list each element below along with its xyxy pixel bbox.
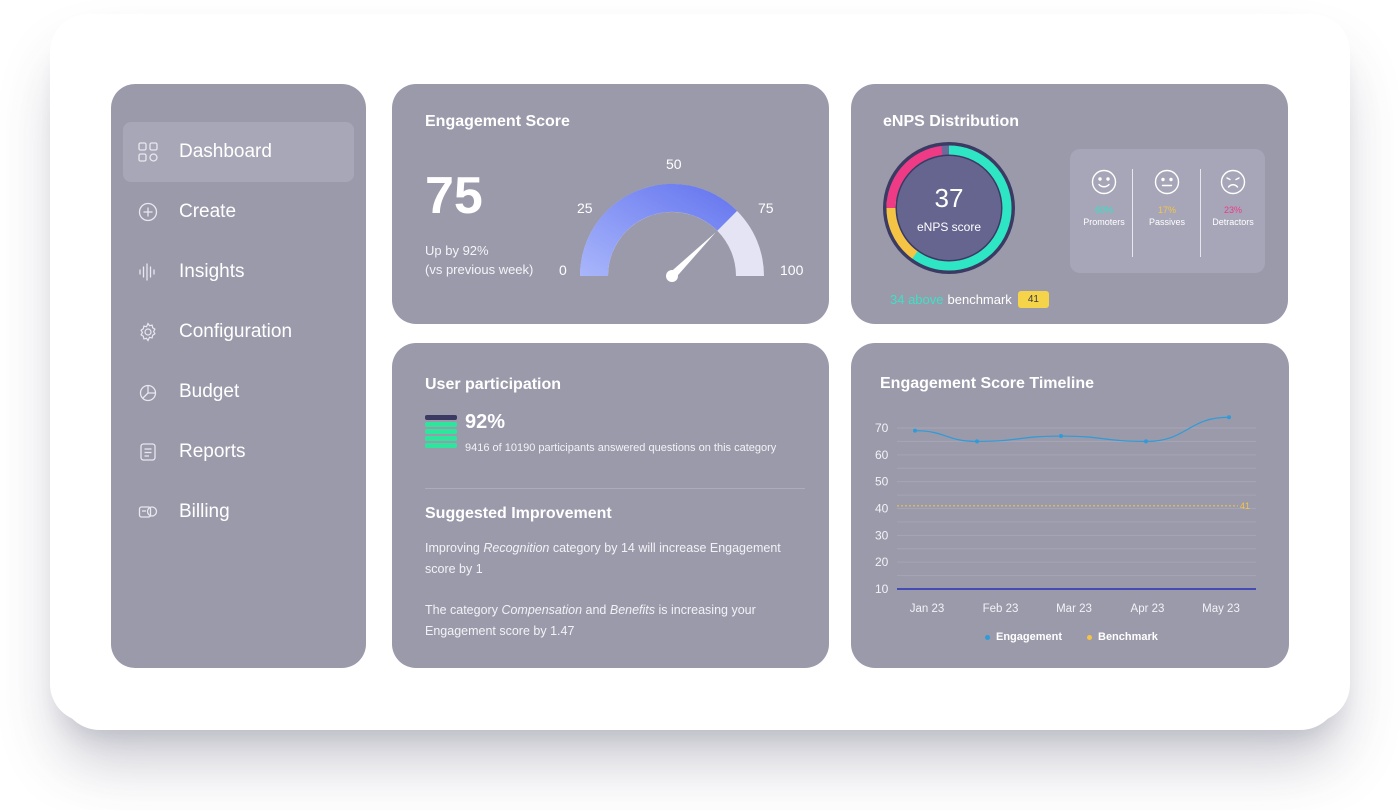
card-title: Engagement Score bbox=[425, 113, 570, 130]
benchmark-badge: 41 bbox=[1017, 291, 1049, 308]
grid-icon bbox=[137, 141, 159, 163]
engagement-change: Up by 92% (vs previous week) bbox=[425, 241, 533, 279]
promoters-label: Promoters bbox=[1083, 217, 1125, 227]
gauge-label-50: 50 bbox=[666, 156, 682, 172]
neutral-face-icon bbox=[1154, 169, 1180, 195]
engagement-point bbox=[975, 439, 979, 444]
wallet-icon bbox=[137, 501, 159, 523]
sidebar: Dashboard Create Insights Configuration bbox=[111, 84, 366, 668]
sidebar-item-label: Dashboard bbox=[179, 141, 272, 162]
sidebar-item-label: Reports bbox=[179, 441, 246, 462]
sidebar-item-label: Create bbox=[179, 201, 237, 222]
enps-passives: 17% Passives bbox=[1137, 169, 1197, 227]
sidebar-item-reports[interactable]: Reports bbox=[123, 422, 354, 482]
x-tick-label: Apr 23 bbox=[1131, 603, 1165, 615]
passives-label: Passives bbox=[1148, 217, 1185, 227]
sidebar-item-label: Configuration bbox=[179, 321, 293, 342]
gauge-label-25: 25 bbox=[577, 200, 593, 216]
engagement-point bbox=[913, 428, 917, 433]
suggestion-title: Suggested Improvement bbox=[425, 505, 612, 522]
document-icon bbox=[137, 441, 159, 463]
sidebar-item-insights[interactable]: Insights bbox=[123, 242, 354, 302]
change-text: Up by 92% bbox=[425, 243, 489, 258]
sidebar-item-label: Billing bbox=[179, 501, 230, 522]
engagement-timeline-card: Engagement Score Timeline 10 20 30 40 50 60 70… bbox=[851, 343, 1289, 668]
detractors-label: Detractors bbox=[1212, 217, 1254, 227]
donut-slice-promoters bbox=[886, 145, 1012, 271]
x-tick-label: May 23 bbox=[1202, 603, 1240, 615]
enps-breakdown: 60% Promoters 17% Passives 23% Detractor… bbox=[1070, 149, 1265, 273]
sidebar-item-budget[interactable]: Budget bbox=[123, 362, 354, 422]
y-tick-label: 70 bbox=[875, 421, 889, 435]
engagement-timeline-chart: 10 20 30 40 50 60 70 Jan 23 Feb 23 Mar 23 Apr 23 Ma… bbox=[875, 415, 1256, 615]
period-text: (vs previous week) bbox=[425, 262, 534, 277]
gear-icon bbox=[137, 321, 159, 343]
divider bbox=[425, 488, 805, 489]
user-participation-card: User participation 92% 9416 of 10190 par… bbox=[392, 343, 829, 668]
participation-percent: 92% bbox=[465, 411, 506, 433]
detractors-pct: 23% bbox=[1223, 205, 1242, 215]
engagement-line bbox=[914, 416, 1230, 443]
card-title: User participation bbox=[425, 376, 562, 393]
card-title: eNPS Distribution bbox=[883, 113, 1020, 130]
benchmark-value-label: 41 bbox=[1240, 501, 1250, 511]
x-tick-label: Mar 23 bbox=[1056, 603, 1092, 615]
y-tick-label: 30 bbox=[875, 528, 889, 542]
x-tick-label: Feb 23 bbox=[983, 603, 1019, 615]
gauge-label-75: 75 bbox=[758, 200, 774, 216]
divider bbox=[1200, 169, 1201, 257]
enps-score-label: eNPS score bbox=[916, 219, 982, 234]
participation-description: 9416 of 10190 participants answered ques… bbox=[465, 442, 777, 454]
participation-bars-icon bbox=[425, 415, 457, 450]
enps-promoters: 60% Promoters bbox=[1074, 169, 1134, 227]
sad-face-icon bbox=[1220, 169, 1246, 195]
sidebar-item-label: Budget bbox=[179, 381, 240, 402]
y-tick-label: 20 bbox=[875, 555, 889, 569]
divider bbox=[1132, 169, 1133, 257]
smile-icon bbox=[1091, 169, 1117, 195]
y-tick-label: 60 bbox=[875, 448, 889, 462]
pie-chart-icon bbox=[137, 381, 159, 403]
donut-slice-detractors bbox=[886, 145, 1012, 271]
benchmark-text: benchmark bbox=[947, 292, 1012, 307]
y-tick-label: 10 bbox=[875, 582, 889, 596]
sidebar-item-billing[interactable]: Billing bbox=[123, 482, 354, 542]
engagement-point bbox=[1227, 415, 1231, 420]
engagement-point bbox=[1144, 439, 1148, 444]
y-tick-label: 40 bbox=[875, 502, 889, 516]
card-title: Engagement Score Timeline bbox=[880, 375, 1094, 392]
engagement-score-card: Engagement Score 75 Up by 92% (vs previo… bbox=[392, 84, 829, 324]
enps-detractors: 23% Detractors bbox=[1203, 169, 1263, 227]
enps-score: 37 bbox=[934, 182, 964, 213]
engagement-point bbox=[1059, 434, 1063, 439]
sidebar-item-create[interactable]: Create bbox=[123, 182, 354, 242]
sidebar-item-label: Insights bbox=[179, 261, 245, 282]
passives-pct: 17% bbox=[1157, 205, 1176, 215]
enps-donut: 37 eNPS score bbox=[883, 142, 1015, 274]
plus-circle-icon bbox=[137, 201, 159, 223]
promoters-pct: 60% bbox=[1094, 205, 1113, 215]
benchmark-diff: 34 above bbox=[890, 292, 944, 307]
gauge-label-100: 100 bbox=[780, 262, 804, 278]
benchmark-summary: 34 above benchmark 41 bbox=[890, 291, 1049, 308]
suggestion-recognition: Improving Recognition category by 14 wil… bbox=[425, 541, 781, 576]
legend-benchmark: Benchmark bbox=[1087, 631, 1158, 643]
x-tick-label: Jan 23 bbox=[910, 603, 945, 615]
enps-distribution-card: eNPS Distribution 37 eNPS score 60% Prom… bbox=[851, 84, 1288, 324]
waveform-icon bbox=[137, 261, 159, 283]
y-tick-label: 50 bbox=[875, 475, 889, 489]
engagement-score-value: 75 bbox=[425, 167, 483, 225]
legend-engagement: Engagement bbox=[985, 631, 1062, 643]
donut-slice-passives bbox=[886, 145, 1012, 271]
sidebar-item-dashboard[interactable]: Dashboard bbox=[123, 122, 354, 182]
suggestion-compensation: The category Compensation and Benefits i… bbox=[425, 603, 756, 638]
sidebar-item-configuration[interactable]: Configuration bbox=[123, 302, 354, 362]
engagement-gauge bbox=[579, 183, 764, 282]
gauge-label-0: 0 bbox=[559, 262, 567, 278]
